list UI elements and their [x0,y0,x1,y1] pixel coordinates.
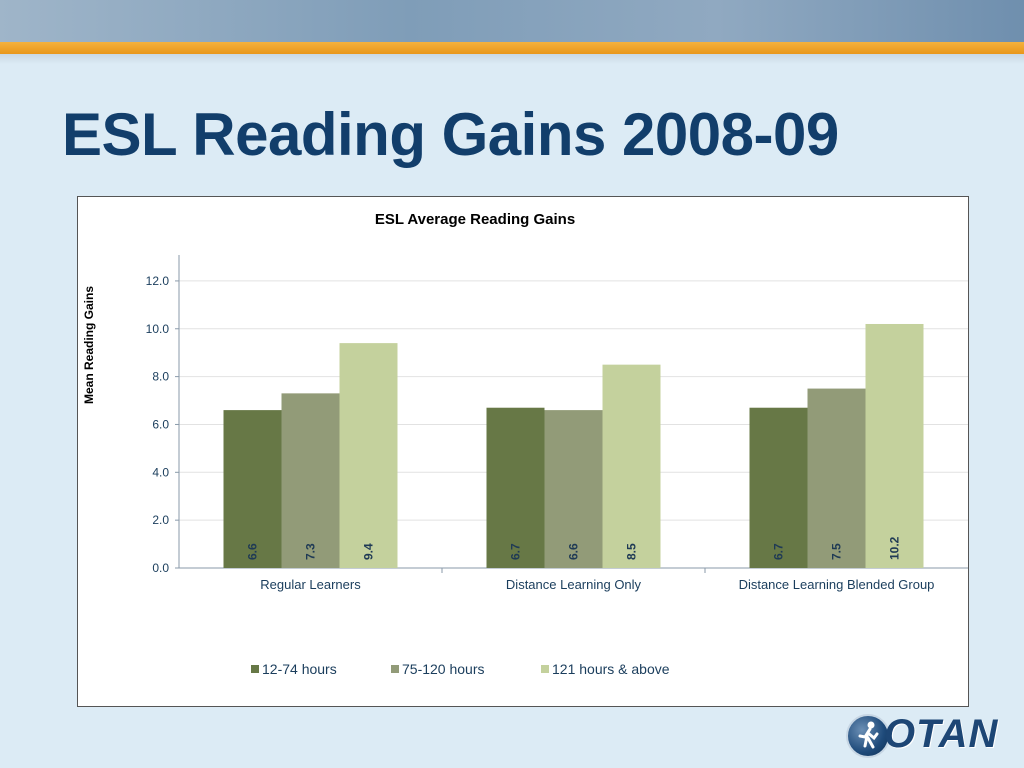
bar-2-3 [807,388,866,568]
header-shadow [0,54,1024,64]
slide-title: ESL Reading Gains 2008-09 [62,101,839,168]
legend-swatch-2 [391,665,399,673]
x-category-label: Distance Learning Blended Group [739,577,935,592]
otan-logo-text: OTAN [884,712,999,756]
legend-swatch-1 [251,665,259,673]
y-tick-label: 8.0 [152,370,169,384]
y-tick-label: 12.0 [146,274,170,288]
bar-3-1 [339,343,398,568]
bar-1-2 [486,407,545,568]
data-label: 8.5 [625,543,639,560]
legend-swatch-3 [541,665,549,673]
bar-2-1 [281,393,340,568]
y-axis-label: Mean Reading Gains [82,286,96,404]
bar-3-2 [602,364,661,568]
otan-logo: OTAN [846,708,1006,760]
reading-gains-bar-chart: ESL Average Reading Gains Mean Reading Ga… [82,211,968,677]
chart-panel: ESL Average Reading Gains Mean Reading Ga… [77,196,969,707]
x-category-label: Distance Learning Only [506,577,642,592]
header-accent-stripe [0,42,1024,54]
y-tick-label: 0.0 [152,561,169,575]
data-label: 9.4 [362,543,376,560]
x-category-label: Regular Learners [260,577,361,592]
header-band [0,0,1024,44]
running-figure-icon [858,721,879,749]
y-tick-label: 6.0 [152,417,169,431]
data-label: 6.7 [772,543,786,560]
data-label: 6.6 [567,543,581,560]
bar-3-3 [865,323,924,568]
y-tick-label: 4.0 [152,465,169,479]
bar-1-3 [749,407,808,568]
data-label: 7.3 [304,543,318,560]
y-tick-label: 10.0 [146,322,170,336]
data-label: 7.5 [830,543,844,560]
data-label: 6.7 [509,543,523,560]
otan-globe-icon [846,714,890,758]
legend-label-1: 12-74 hours [262,661,337,677]
chart-title: ESL Average Reading Gains [375,211,575,228]
bar-2-2 [544,410,603,568]
data-label: 6.6 [246,543,260,560]
bar-1-1 [223,410,282,568]
legend-label-2: 75-120 hours [402,661,485,677]
data-label: 10.2 [888,536,902,560]
y-tick-label: 2.0 [152,513,169,527]
legend-label-3: 121 hours & above [552,661,670,677]
